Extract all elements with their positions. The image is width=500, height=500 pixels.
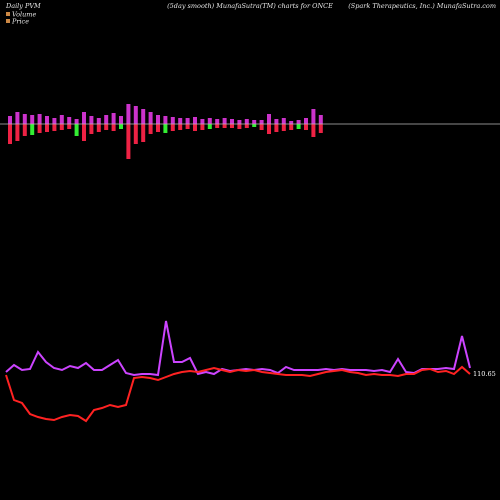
volume-bar-down xyxy=(89,124,94,134)
volume-bar-up xyxy=(215,119,220,124)
volume-bar-down xyxy=(311,124,316,137)
volume-bar-down xyxy=(52,124,57,131)
volume-bar-down xyxy=(304,124,308,130)
volume-bar-down xyxy=(259,124,264,130)
volume-bar-down xyxy=(193,124,197,131)
volume-bar-down xyxy=(30,124,35,135)
volume-bar-down xyxy=(230,124,234,128)
header-center: (5day smooth) MunafaSutra(TM) charts for… xyxy=(167,2,333,10)
legend-price-swatch xyxy=(6,19,10,23)
volume-bar-up xyxy=(89,116,94,124)
smooth-line xyxy=(5,320,471,377)
volume-bar-down xyxy=(141,124,146,142)
volume-bar-up xyxy=(74,119,79,124)
volume-bar-down xyxy=(96,124,101,132)
legend-volume-label: Volume xyxy=(12,11,36,19)
volume-bar-up xyxy=(274,119,279,124)
volume-bar-up xyxy=(185,118,190,124)
volume-bar-up xyxy=(207,118,212,124)
last-value-label: 110.65 xyxy=(473,370,496,378)
volume-bar-down xyxy=(111,124,116,131)
volume-bar-up xyxy=(37,114,42,124)
volume-bar-up xyxy=(304,118,308,124)
volume-bar-down xyxy=(281,124,286,131)
volume-bar-down xyxy=(252,124,257,127)
volume-bar-up xyxy=(59,115,64,124)
volume-bar-down xyxy=(82,124,86,141)
volume-bar-up xyxy=(133,106,138,124)
header-right: (Spark Therapeutics, Inc.) MunafaSutra.c… xyxy=(348,2,496,10)
volume-bar-down xyxy=(45,124,49,132)
volume-bar-up xyxy=(200,119,205,124)
volume-bar-down xyxy=(8,124,12,144)
volume-bar-down xyxy=(15,124,20,141)
volume-bar-up xyxy=(8,116,12,124)
volume-bar-up xyxy=(289,121,294,124)
volume-bar-up xyxy=(311,109,316,124)
volume-bar-up xyxy=(119,116,123,124)
volume-bar-down xyxy=(185,124,190,129)
volume-bar-up xyxy=(52,118,57,124)
legend-price-label: Price xyxy=(11,18,29,26)
volume-bar-up xyxy=(111,113,116,124)
volume-bars xyxy=(8,104,323,159)
volume-bar-down xyxy=(200,124,205,130)
volume-bar-down xyxy=(267,124,271,134)
volume-bar-down xyxy=(318,124,323,133)
volume-bar-down xyxy=(178,124,183,130)
volume-bar-down xyxy=(296,124,301,129)
volume-bar-up xyxy=(82,112,86,124)
volume-bar-up xyxy=(45,116,49,124)
volume-bar-up xyxy=(67,117,72,124)
volume-bar-up xyxy=(281,118,286,124)
volume-bar-down xyxy=(274,124,279,132)
volume-bar-up xyxy=(244,119,249,124)
volume-bar-up xyxy=(193,117,197,124)
volume-bar-down xyxy=(22,124,27,136)
volume-bar-down xyxy=(163,124,168,133)
volume-bar-up xyxy=(156,115,160,124)
volume-bar-down xyxy=(133,124,138,144)
volume-bar-down xyxy=(289,124,294,130)
price-line xyxy=(5,365,471,423)
volume-bar-up xyxy=(141,109,146,124)
volume-bar-up xyxy=(96,118,101,124)
volume-bar-down xyxy=(244,124,249,128)
volume-bar-up xyxy=(230,119,234,124)
volume-bar-up xyxy=(30,115,35,124)
legend-volume-swatch xyxy=(6,12,10,16)
volume-bar-down xyxy=(170,124,175,131)
volume-bar-down xyxy=(126,124,131,159)
volume-bar-up xyxy=(252,120,257,124)
volume-bar-up xyxy=(237,120,242,124)
volume-bar-down xyxy=(148,124,153,134)
volume-bar-down xyxy=(222,124,227,128)
volume-bar-down xyxy=(215,124,220,128)
volume-bar-up xyxy=(259,120,264,124)
volume-bar-up xyxy=(318,115,323,124)
volume-bar-up xyxy=(170,117,175,124)
volume-bar-up xyxy=(222,118,227,124)
volume-bar-down xyxy=(104,124,109,130)
volume-bar-up xyxy=(104,115,109,124)
volume-bar-up xyxy=(178,118,183,124)
volume-bar-up xyxy=(22,114,27,124)
volume-bar-up xyxy=(126,104,131,124)
volume-bar-up xyxy=(148,112,153,124)
volume-bar-down xyxy=(67,124,72,129)
volume-bar-up xyxy=(15,112,20,124)
volume-bar-down xyxy=(156,124,160,132)
volume-bar-down xyxy=(37,124,42,133)
volume-bar-down xyxy=(237,124,242,129)
header-left: Daily PVM xyxy=(5,2,41,10)
volume-bar-up xyxy=(296,120,301,124)
volume-bar-up xyxy=(163,116,168,124)
volume-bar-down xyxy=(74,124,79,136)
volume-bar-up xyxy=(267,114,271,124)
volume-bar-down xyxy=(207,124,212,129)
volume-bar-down xyxy=(119,124,123,129)
volume-bar-down xyxy=(59,124,64,130)
